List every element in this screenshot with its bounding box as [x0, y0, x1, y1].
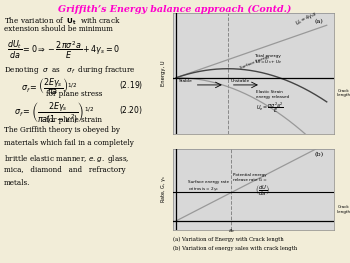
Text: Stable: Stable [179, 79, 193, 83]
Text: $a_c$: $a_c$ [228, 227, 235, 235]
Text: $\sigma_f = \left(\dfrac{2E\gamma_s}{\pi a}\right)^{1/2}$: $\sigma_f = \left(\dfrac{2E\gamma_s}{\pi… [21, 76, 78, 97]
Text: extension should be minimum: extension should be minimum [4, 25, 112, 33]
Text: metals.: metals. [4, 179, 30, 187]
Text: (a): (a) [315, 19, 324, 24]
Text: Griffith’s Energy balance approach (Contd.): Griffith’s Energy balance approach (Cont… [58, 5, 292, 14]
Text: Denoting  $\sigma$  as   $\sigma_f$  during fracture: Denoting $\sigma$ as $\sigma_f$ during f… [4, 64, 135, 76]
Text: materials which fail in a completely: materials which fail in a completely [4, 139, 133, 147]
Text: Energy, U: Energy, U [161, 61, 166, 87]
Text: The Griffith theory is obeyed by: The Griffith theory is obeyed by [4, 126, 119, 134]
Text: (b) Variation of energy sales with crack length: (b) Variation of energy sales with crack… [173, 246, 298, 251]
Text: Rate, G, $\gamma_s$: Rate, G, $\gamma_s$ [159, 175, 168, 203]
Text: Crack
length, a: Crack length, a [337, 205, 350, 214]
Text: for plane strain: for plane strain [46, 116, 102, 124]
Text: Elastic Strain
energy released: Elastic Strain energy released [256, 90, 289, 99]
Text: (a) Variation of Energy with Crack length: (a) Variation of Energy with Crack lengt… [173, 237, 284, 242]
Text: Total energy
$U_t=U_s+U_e$: Total energy $U_t=U_s+U_e$ [254, 54, 282, 66]
Text: Crack
length, a: Crack length, a [337, 89, 350, 97]
Text: Surface energy rate
critrosis = $2\gamma_s$: Surface energy rate critrosis = $2\gamma… [188, 180, 229, 193]
Text: mica,   diamond   and   refractory: mica, diamond and refractory [4, 166, 125, 174]
Text: $(2.20)$: $(2.20)$ [119, 104, 143, 116]
Text: $\sigma_f = \left(\dfrac{2E\gamma_s}{\pi a(1-v^2)}\right)^{1/2}$: $\sigma_f = \left(\dfrac{2E\gamma_s}{\pi… [14, 100, 94, 125]
Text: Unstable: Unstable [231, 79, 250, 83]
Text: $\dfrac{dU_t}{da} = 0 \Rightarrow -\dfrac{2\pi\sigma^2 a}{E} + 4\gamma_s = 0$: $\dfrac{dU_t}{da} = 0 \Rightarrow -\dfra… [7, 39, 120, 61]
Text: Potential energy
release rate G =: Potential energy release rate G = [233, 173, 267, 181]
Text: $(2.19)$: $(2.19)$ [119, 79, 143, 91]
Text: $U_e = \dfrac{\pi\sigma^2 a^2}{E}$: $U_e = \dfrac{\pi\sigma^2 a^2}{E}$ [256, 100, 284, 115]
Text: for plane stress: for plane stress [46, 90, 102, 98]
Text: $U_s = 4\gamma_s s$: $U_s = 4\gamma_s s$ [294, 9, 319, 28]
Text: brittle elastic manner, $e.g.$ glass,: brittle elastic manner, $e.g.$ glass, [4, 153, 129, 165]
Text: Surface Energy: Surface Energy [239, 54, 270, 70]
Text: (b): (b) [315, 152, 324, 157]
Text: $\left(\dfrac{dU}{da}\right)$: $\left(\dfrac{dU}{da}\right)$ [254, 184, 270, 198]
Text: The variation of  $\mathbf{U_t}$  with crack: The variation of $\mathbf{U_t}$ with cra… [4, 16, 120, 27]
